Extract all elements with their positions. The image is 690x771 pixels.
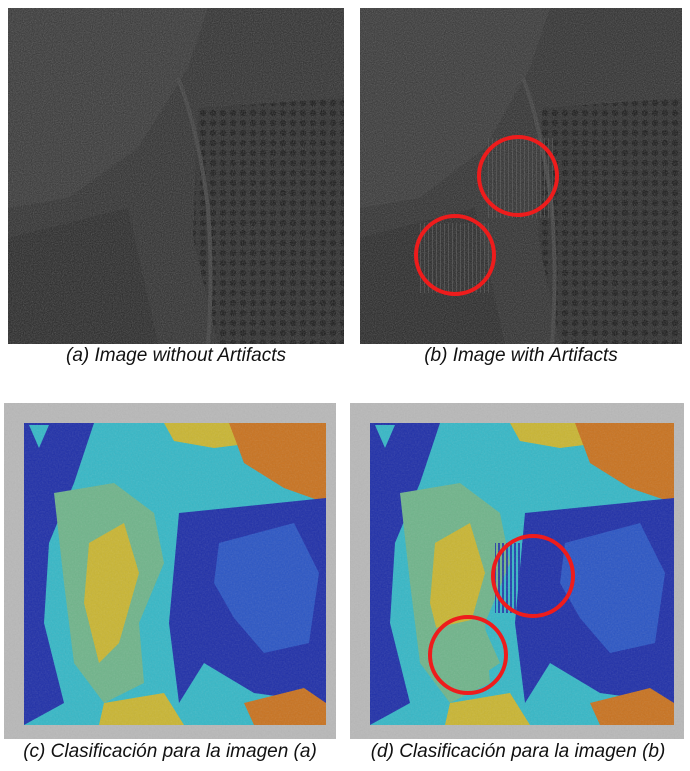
caption-c: (c) Clasificación para la imagen (a) [23,741,317,762]
artifact-marker-circle [477,135,559,217]
caption-b: (b) Image with Artifacts [424,345,618,366]
caption-a: (a) Image without Artifacts [66,345,286,366]
artifact-marker-circle [428,615,508,695]
panel-b-aerial-image [360,8,682,344]
classification-map-c [4,403,336,739]
aerial-image-a [8,8,344,344]
classification-map-d [350,403,684,739]
aerial-image-b [360,8,682,344]
artifact-marker-circle [414,214,496,296]
caption-d: (d) Clasificación para la imagen (b) [370,741,666,762]
panel-d-classification-map [350,403,684,739]
panel-a-aerial-image [8,8,344,344]
artifact-marker-circle [491,534,575,618]
panel-c-classification-map [4,403,336,739]
